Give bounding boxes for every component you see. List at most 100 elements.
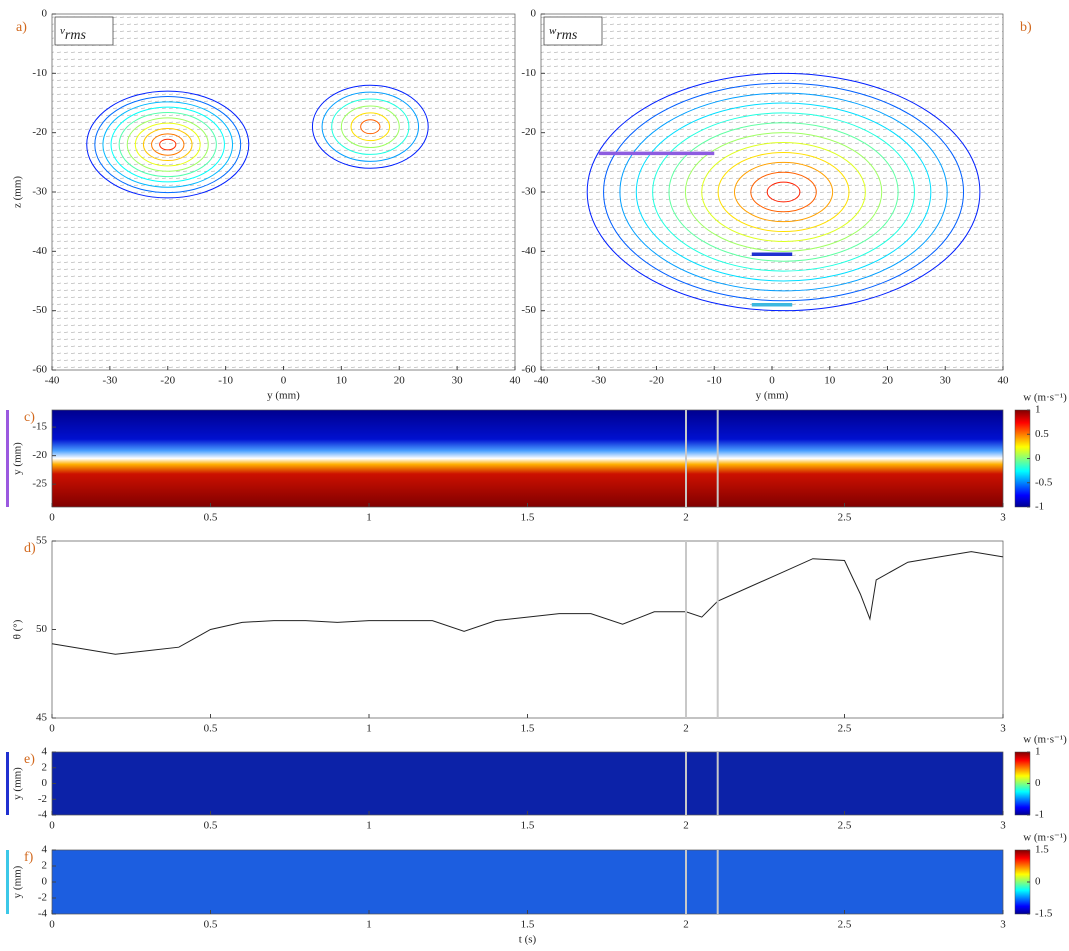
contour-line	[652, 112, 915, 272]
colorbar-tick-label: -0.5	[1035, 476, 1053, 488]
x-tick-label: -10	[707, 375, 722, 387]
y-axis-label: z (mm)	[12, 176, 24, 208]
x-tick-label: 0	[49, 723, 55, 735]
contour-line	[750, 171, 817, 213]
y-tick-label: -2	[38, 793, 47, 805]
contour-line	[766, 181, 801, 203]
contour-line	[331, 98, 410, 155]
x-tick-label: 1.5	[521, 820, 535, 832]
symbol-sub: rms	[65, 28, 87, 43]
y-tick-label: 0	[42, 8, 48, 20]
x-tick-label: -20	[160, 375, 175, 387]
symbol: w	[549, 25, 557, 37]
symbol: v	[60, 25, 65, 37]
plot-frame	[51, 540, 1004, 719]
contour-line	[110, 106, 225, 183]
section-marker	[6, 410, 9, 507]
contour-line	[86, 90, 250, 199]
colorbar-label: w (m·s⁻¹)	[1023, 734, 1067, 746]
contour-line	[684, 132, 883, 252]
contour-line	[321, 91, 420, 162]
contour-line	[142, 128, 193, 162]
x-tick-label: 1	[366, 820, 372, 832]
x-tick-label: -40	[45, 375, 60, 387]
contour-line	[94, 95, 242, 194]
panel-label: d)	[24, 541, 36, 556]
contour-line	[311, 84, 429, 169]
y-tick-label: -10	[32, 67, 47, 79]
contour-line	[586, 72, 981, 312]
x-tick-label: 0.5	[204, 512, 218, 524]
x-tick-label: -30	[591, 375, 606, 387]
y-tick-label: -4	[38, 908, 48, 920]
contour-line	[603, 82, 965, 302]
x-tick-label: 2.5	[838, 512, 852, 524]
x-axis-label: t (s)	[519, 934, 537, 946]
symbol-sub: rms	[556, 28, 578, 43]
y-axis-label: y (mm)	[12, 442, 24, 475]
panel-label: a)	[16, 20, 27, 35]
y-tick-label: -30	[521, 186, 536, 198]
x-tick-label: 20	[882, 375, 894, 387]
symbol-box	[543, 16, 603, 46]
x-tick-label: 30	[940, 375, 952, 387]
colorbar-label: w (m·s⁻¹)	[1023, 832, 1067, 844]
contour-line	[701, 142, 866, 242]
x-tick-label: 2	[683, 723, 689, 735]
y-tick-label: -40	[32, 245, 47, 257]
colorbar-tick-label: 0	[1035, 777, 1041, 789]
y-tick-label: -50	[521, 304, 536, 316]
contour-line	[118, 111, 217, 178]
contour-line	[668, 122, 899, 262]
y-tick-label: 0	[42, 876, 48, 888]
y-tick-label: -20	[32, 449, 47, 461]
x-tick-label: 0.5	[204, 820, 218, 832]
y-tick-label: -20	[521, 126, 536, 138]
contour-line	[733, 161, 834, 223]
y-tick-label: 0	[42, 777, 48, 789]
x-tick-label: 0	[281, 375, 287, 387]
y-axis-label: θ (°)	[12, 619, 24, 639]
y-tick-label: -2	[38, 892, 47, 904]
colorbar-tick-label: 1	[1035, 404, 1041, 416]
y-tick-label: -60	[32, 364, 47, 376]
x-tick-label: 2.5	[838, 919, 852, 931]
y-tick-label: 2	[42, 761, 48, 773]
x-axis-label: y (mm)	[756, 390, 789, 402]
contour-line	[350, 112, 391, 142]
x-tick-label: 3	[1000, 820, 1006, 832]
colorbar-tick-label: -1	[1035, 809, 1044, 821]
x-tick-label: 1.5	[521, 512, 535, 524]
theta-line	[51, 551, 1004, 655]
colorbar-tick-label: 0.5	[1035, 428, 1049, 440]
y-tick-label: 4	[42, 844, 48, 856]
contour-line	[360, 119, 381, 135]
colorbar-tick-label: -1.5	[1035, 908, 1053, 920]
x-tick-label: 3	[1000, 723, 1006, 735]
y-axis-label: y (mm)	[12, 767, 24, 800]
panel-label: b)	[1020, 20, 1032, 35]
x-tick-label: 2	[683, 512, 689, 524]
contour-line	[102, 101, 234, 188]
x-tick-label: 3	[1000, 512, 1006, 524]
y-tick-label: 55	[36, 535, 48, 547]
section-marker	[6, 752, 9, 815]
x-tick-label: 1	[366, 512, 372, 524]
y-tick-label: 4	[42, 746, 48, 758]
symbol-label: wrms	[549, 25, 578, 44]
x-tick-label: 0	[769, 375, 775, 387]
x-tick-label: 0.5	[204, 919, 218, 931]
y-tick-label: -10	[521, 67, 536, 79]
contour-line	[126, 117, 209, 172]
x-tick-label: -10	[218, 375, 233, 387]
contour-line	[717, 151, 850, 233]
panel-label: f)	[24, 850, 34, 865]
x-tick-label: 1.5	[521, 919, 535, 931]
x-tick-label: 2	[683, 820, 689, 832]
x-tick-label: 40	[510, 375, 522, 387]
x-tick-label: 40	[998, 375, 1010, 387]
x-tick-label: 2.5	[838, 820, 852, 832]
x-tick-label: 0.5	[204, 723, 218, 735]
symbol-box	[54, 16, 114, 46]
